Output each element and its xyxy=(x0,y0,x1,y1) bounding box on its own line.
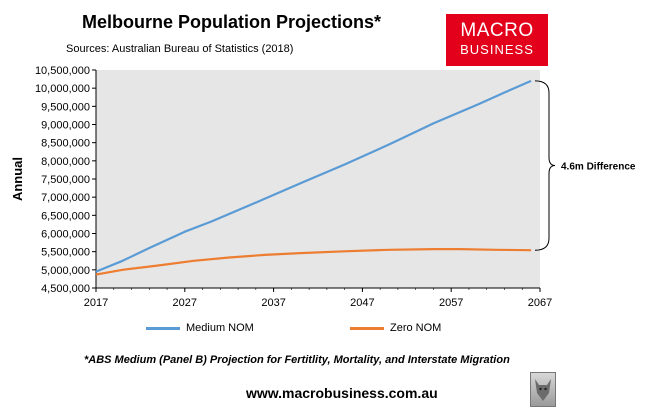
difference-annotation: 4.6m Difference xyxy=(534,80,636,251)
logo-line-1: MACRO xyxy=(460,20,534,41)
y-tick-label: 8,500,000 xyxy=(41,138,90,150)
wolf-mascot-icon xyxy=(530,372,556,407)
y-tick-label: 7,000,000 xyxy=(41,192,90,204)
y-tick-label: 7,500,000 xyxy=(41,174,90,186)
legend-swatch-medium-nom xyxy=(146,326,180,330)
website-url[interactable]: www.macrobusiness.com.au xyxy=(246,385,438,401)
x-tick-label: 2017 xyxy=(84,297,108,309)
series-line-zero-nom xyxy=(95,248,532,276)
difference-annotation-label: 4.6m Difference xyxy=(561,162,636,173)
y-axis-label: Annual xyxy=(10,157,25,201)
x-axis: 2017 2027 2037 2047 2057 2067 xyxy=(84,287,552,309)
y-tick-label: 8,000,000 xyxy=(41,156,90,168)
chart-title: Melbourne Population Projections* xyxy=(82,12,382,32)
footnote: *ABS Medium (Panel B) Projection for Fer… xyxy=(84,354,510,366)
legend-label-medium-nom: Medium NOM xyxy=(186,322,254,334)
difference-bracket xyxy=(534,80,556,251)
legend-label-zero-nom: Zero NOM xyxy=(390,322,442,334)
chart-subtitle: Sources: Australian Bureau of Statistics… xyxy=(66,43,294,55)
x-tick-label: 2047 xyxy=(350,297,374,309)
plot-area xyxy=(96,70,540,288)
y-tick-label: 10,500,000 xyxy=(35,65,90,77)
series-lines xyxy=(95,79,532,276)
y-tick-label: 9,000,000 xyxy=(41,120,90,132)
macrobusiness-logo: MACRO BUSINESS xyxy=(446,14,548,66)
y-tick-label: 10,000,000 xyxy=(35,83,90,95)
y-tick-label: 5,500,000 xyxy=(41,247,90,259)
y-tick-label: 6,000,000 xyxy=(41,229,90,241)
x-tick-label: 2027 xyxy=(173,297,197,309)
legend-swatch-zero-nom xyxy=(350,326,384,330)
x-tick-label: 2037 xyxy=(261,297,285,309)
y-tick-label: 5,000,000 xyxy=(41,265,90,277)
legend-item-zero-nom: Zero NOM xyxy=(350,322,441,334)
x-tick-label: 2057 xyxy=(439,297,463,309)
x-tick-label: 2067 xyxy=(528,297,552,309)
y-tick-label: 4,500,000 xyxy=(41,283,90,295)
legend-item-medium-nom: Medium NOM xyxy=(146,322,254,334)
y-tick-label: 9,500,000 xyxy=(41,101,90,113)
series-line-medium-nom xyxy=(95,79,532,273)
y-tick-label: 6,500,000 xyxy=(41,210,90,222)
y-axis: 4,500,000 5,000,000 5,500,000 6,000,000 6,50… xyxy=(35,65,97,295)
logo-line-2: BUSINESS xyxy=(460,42,534,57)
